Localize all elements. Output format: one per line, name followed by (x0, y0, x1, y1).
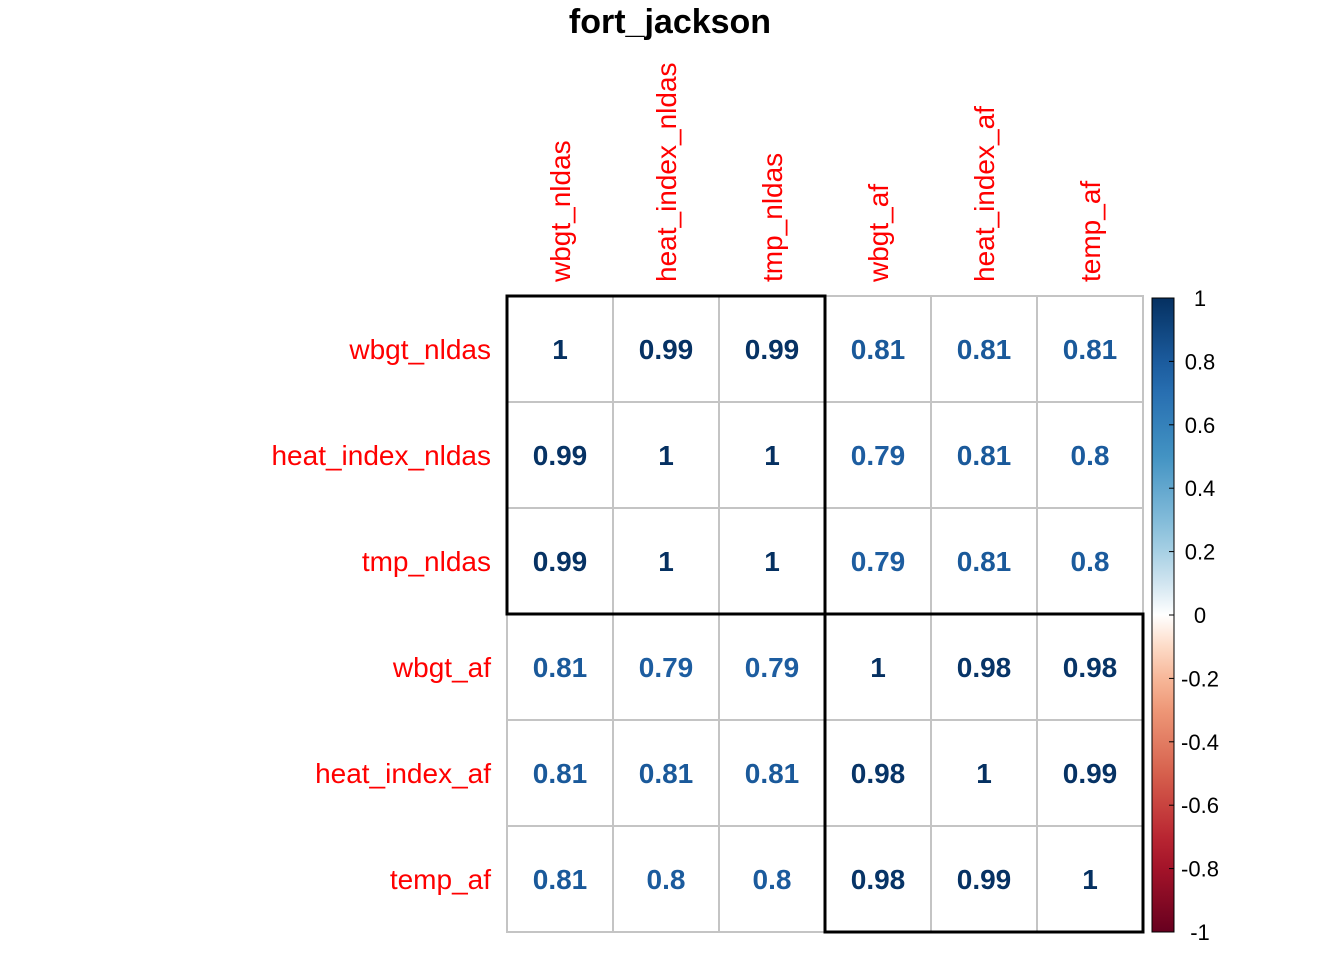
correlation-cell (930, 507, 1038, 615)
row-label: wbgt_af (392, 652, 491, 683)
correlation-value: 0.98 (851, 758, 906, 789)
row-label: temp_af (390, 864, 491, 895)
row-labels: wbgt_nldas heat_index_nldas tmp_nldas wbgt_… (271, 334, 491, 895)
correlation-cell (824, 507, 932, 615)
correlation-value: 0.81 (957, 546, 1012, 577)
correlation-cell (718, 719, 826, 827)
row-label: heat_index_nldas (271, 440, 491, 471)
correlation-value: 1 (1082, 864, 1098, 895)
cluster-box (505, 294, 827, 616)
correlation-cell (930, 825, 1038, 933)
colorbar-tick-label: 0.6 (1185, 413, 1216, 438)
correlation-cell (718, 825, 826, 933)
colorbar-tick-label: -0.6 (1181, 793, 1219, 818)
correlation-value: 0.79 (851, 440, 906, 471)
correlation-value: 0.98 (851, 864, 906, 895)
correlation-cell (824, 825, 932, 933)
correlation-value: 0.8 (1071, 546, 1110, 577)
correlation-value: 1 (658, 546, 674, 577)
correlation-cell (824, 295, 932, 403)
correlation-value: 1 (658, 440, 674, 471)
correlation-cell (930, 719, 1038, 827)
correlation-value: 0.81 (851, 334, 906, 365)
correlation-cell (930, 295, 1038, 403)
correlation-value: 0.79 (745, 652, 800, 683)
correlation-value: 0.81 (745, 758, 800, 789)
correlation-cell (612, 401, 720, 509)
column-label: wbgt_nldas (545, 140, 576, 283)
correlation-cell (1036, 295, 1144, 403)
correlation-value: 0.99 (745, 334, 800, 365)
correlation-value: 1 (764, 546, 780, 577)
colorbar-tick-label: -0.4 (1181, 730, 1219, 755)
correlation-value: 0.8 (647, 864, 686, 895)
correlation-cell (612, 613, 720, 721)
column-label: wbgt_af (863, 184, 894, 283)
correlation-value: 0.81 (639, 758, 694, 789)
colorbar-tick-label: -0.2 (1181, 666, 1219, 691)
correlation-value: 0.81 (533, 758, 588, 789)
colorbar-tick-label: -1 (1190, 920, 1210, 945)
correlation-cell (930, 613, 1038, 721)
correlation-value: 0.79 (639, 652, 694, 683)
correlation-cell (1036, 507, 1144, 615)
row-label: tmp_nldas (362, 546, 491, 577)
cluster-box (823, 612, 1145, 934)
correlation-value: 0.8 (753, 864, 792, 895)
correlation-value: 1 (976, 758, 992, 789)
colorbar-tick-label: -0.8 (1181, 857, 1219, 882)
chart-title: fort_jackson (569, 3, 771, 41)
cluster-boxes (505, 294, 1145, 934)
correlation-value: 0.81 (957, 334, 1012, 365)
correlation-value: 0.99 (533, 440, 588, 471)
correlation-cell (1036, 401, 1144, 509)
correlation-cell (930, 401, 1038, 509)
correlation-cell (1036, 825, 1144, 933)
row-label: heat_index_af (315, 758, 491, 789)
correlation-value: 0.98 (957, 652, 1012, 683)
correlation-value: 0.98 (1063, 652, 1118, 683)
correlation-value: 1 (552, 334, 568, 365)
correlation-value: 0.8 (1071, 440, 1110, 471)
correlation-value: 0.81 (533, 864, 588, 895)
correlation-cell (824, 719, 932, 827)
correlation-cell (506, 295, 614, 403)
correlation-value: 0.81 (533, 652, 588, 683)
correlation-value: 0.99 (1063, 758, 1118, 789)
correlation-value: 0.81 (1063, 334, 1118, 365)
correlation-cell (1036, 719, 1144, 827)
column-label: heat_index_nldas (651, 62, 682, 282)
colorbar-legend: 1 0.8 0.6 0.4 0.2 0 -0.2 -0.4 -0.6 -0.8 -1 (1151, 286, 1219, 945)
correlation-cell (718, 507, 826, 615)
correlation-cell (506, 719, 614, 827)
column-label: heat_index_af (969, 106, 1000, 282)
correlation-cell (612, 719, 720, 827)
correlation-value: 0.79 (851, 546, 906, 577)
row-label: wbgt_nldas (348, 334, 491, 365)
colorbar-tick-label: 0.8 (1185, 349, 1216, 374)
column-labels: wbgt_nldas heat_index_nldas tmp_nldas wbgt_… (545, 62, 1106, 283)
colorbar-tick-label: 0.4 (1185, 476, 1216, 501)
correlation-grid: 1 0.99 0.99 0.81 0.81 0.810.99 1 1 0.79 0.81 0.80.… (506, 295, 1144, 933)
correlation-cell (612, 825, 720, 933)
correlation-value: 0.81 (957, 440, 1012, 471)
colorbar-tick-label: 0 (1194, 603, 1206, 628)
correlation-value: 0.99 (533, 546, 588, 577)
correlation-value: 0.99 (957, 864, 1012, 895)
correlation-value: 1 (764, 440, 780, 471)
correlation-value: 1 (870, 652, 886, 683)
column-label: temp_af (1075, 181, 1106, 282)
colorbar-tick-label: 0.2 (1185, 540, 1216, 565)
colorbar-tick-label: 1 (1194, 286, 1206, 311)
correlation-cell (824, 401, 932, 509)
column-label: tmp_nldas (757, 153, 788, 282)
correlation-value: 0.99 (639, 334, 694, 365)
